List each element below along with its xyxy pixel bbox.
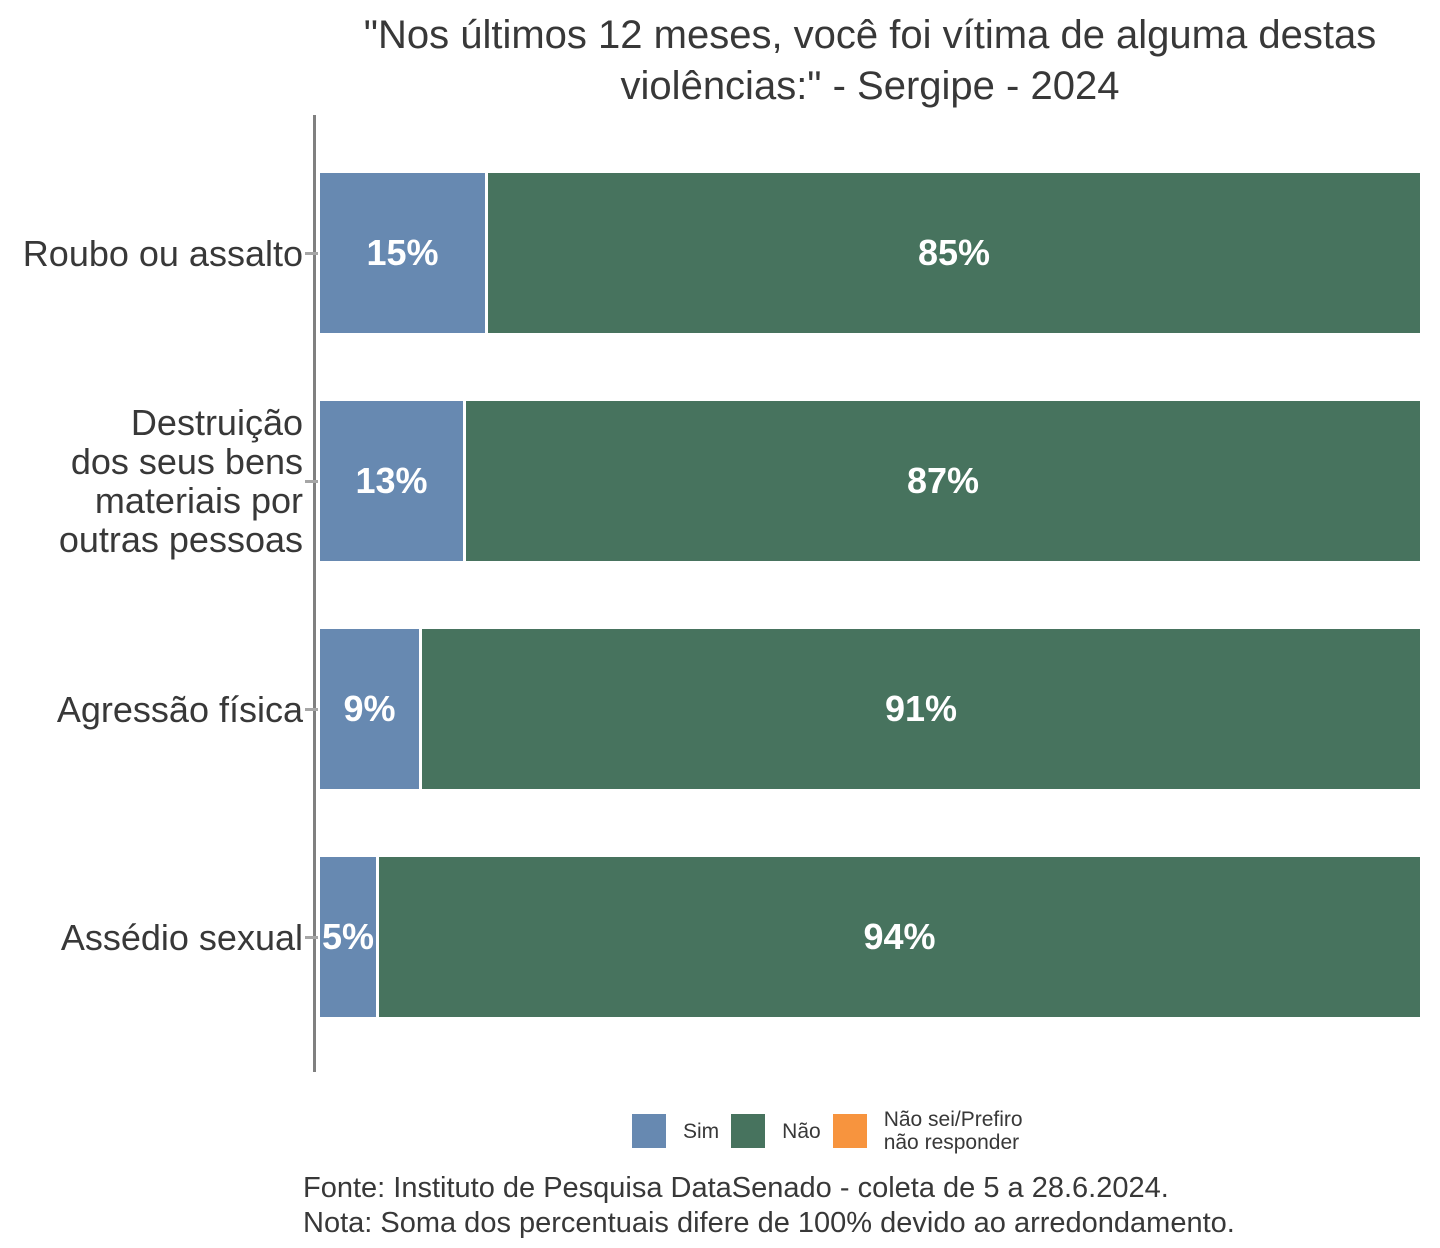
legend-label-sim: Sim	[683, 1119, 720, 1143]
category-label: Destruição dos seus bens materiais por o…	[58, 402, 303, 560]
legend-item-nao: Não	[731, 1114, 821, 1148]
axis-tick	[305, 252, 318, 255]
bar-segment-sim: 15%	[320, 173, 485, 333]
category-label: Agressão física	[56, 688, 303, 730]
bar-value-label: 87%	[906, 460, 980, 501]
bar-segment-nao: 94%	[379, 857, 1420, 1017]
category-label: Assédio sexual	[60, 916, 303, 958]
bar-segment-sim: 13%	[320, 401, 463, 561]
bar-value-label: 85%	[917, 232, 991, 273]
source-line: Fonte: Instituto de Pesquisa DataSenado …	[303, 1172, 1169, 1204]
bar-value-label: 15%	[366, 232, 439, 273]
axis-tick	[305, 708, 318, 711]
chart-title-line2: violências:" - Sergipe - 2024	[620, 64, 1120, 108]
bar-segment-nao: 87%	[466, 401, 1420, 561]
note-line: Nota: Soma dos percentuais difere de 100…	[303, 1207, 1235, 1239]
bar-value-label: 13%	[355, 460, 428, 501]
axis-tick	[305, 480, 318, 483]
bar-segment-sim: 9%	[320, 629, 419, 789]
legend-swatch-nao	[731, 1114, 766, 1148]
legend-label-nao-sei: Não sei/Prefiro não responder	[883, 1108, 1023, 1154]
source-note: Fonte: Instituto de Pesquisa DataSenado …	[303, 1171, 1235, 1241]
legend: Sim Não Não sei/Prefiro não responder	[632, 1108, 1035, 1154]
legend-item-sim: Sim	[632, 1114, 719, 1148]
bar-segment-sim: 5%	[320, 857, 376, 1017]
bar-segment-nao: 85%	[488, 173, 1420, 333]
bar-segment-nao: 91%	[422, 629, 1420, 789]
legend-item-nao-sei: Não sei/Prefiro não responder	[832, 1108, 1023, 1154]
bar-value-label: 5%	[321, 916, 375, 957]
legend-label-nao: Não	[782, 1119, 821, 1143]
bar-value-label: 9%	[343, 688, 396, 729]
bar-value-label: 94%	[863, 916, 936, 957]
category-label: Roubo ou assalto	[22, 232, 303, 274]
chart-title: "Nos últimos 12 meses, você foi vítima d…	[300, 10, 1440, 112]
y-axis-line	[313, 115, 316, 1072]
axis-tick	[305, 936, 318, 939]
legend-swatch-sim	[632, 1114, 666, 1148]
legend-swatch-nao-sei	[832, 1114, 867, 1148]
bar-value-label: 91%	[884, 688, 958, 729]
chart-title-line1: "Nos últimos 12 meses, você foi vítima d…	[363, 13, 1377, 57]
